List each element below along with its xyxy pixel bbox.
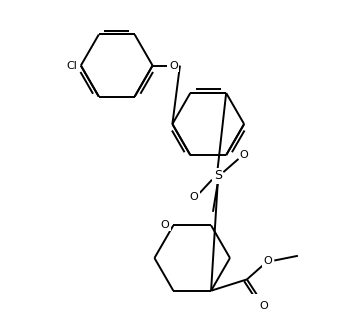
Text: Cl: Cl — [66, 60, 77, 71]
Text: O: O — [240, 150, 248, 160]
Text: O: O — [190, 192, 198, 202]
Text: O: O — [260, 301, 268, 310]
Text: O: O — [263, 255, 272, 266]
Text: O: O — [161, 220, 170, 230]
Text: O: O — [169, 60, 178, 71]
Text: S: S — [214, 170, 222, 183]
